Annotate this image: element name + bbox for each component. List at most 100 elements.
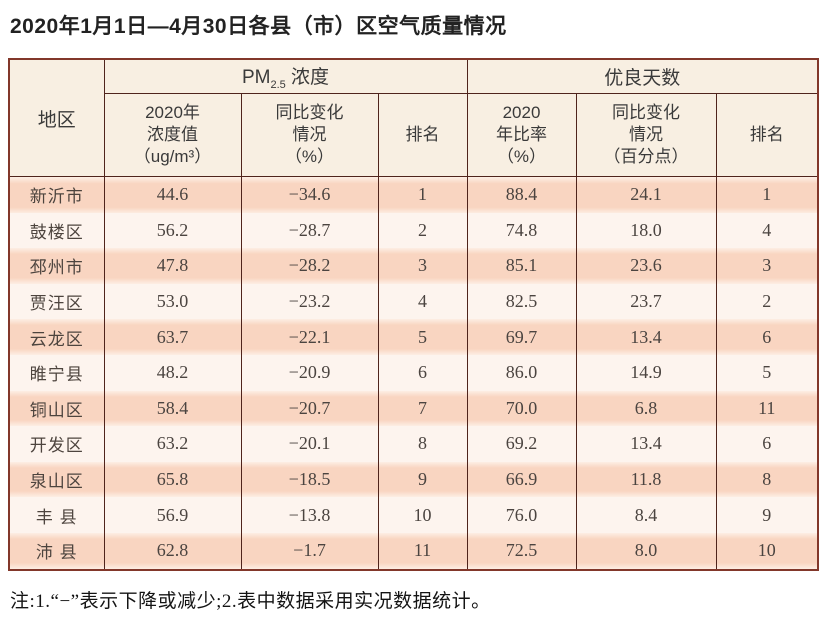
table-row: 邳州市 47.8 −28.2 3 85.1 23.6 3 bbox=[8, 248, 819, 284]
ratio-rank-cell: 6 bbox=[715, 426, 819, 462]
pm25-group-header: PM2.5 浓度 bbox=[103, 58, 468, 94]
ratio-rank-cell: 3 bbox=[715, 248, 819, 284]
pm-change-cell: −13.8 bbox=[240, 497, 379, 533]
air-quality-table: 地区 PM2.5 浓度 优良天数 2020年 浓度值 （ug/m³） 同比变化 … bbox=[8, 58, 820, 571]
ratio-change-cell: 8.4 bbox=[575, 497, 717, 533]
ratio-change-cell: 14.9 bbox=[575, 354, 717, 391]
region-cell: 丰 县 bbox=[8, 497, 105, 533]
pm-value-cell: 65.8 bbox=[103, 461, 242, 498]
footnote: 注:1.“−”表示下降或减少;2.表中数据采用实况数据统计。 bbox=[10, 590, 491, 612]
table-row: 鼓楼区 56.2 −28.7 2 74.8 18.0 4 bbox=[8, 212, 819, 249]
ratio-cell: 76.0 bbox=[466, 497, 577, 533]
ratio-cell: 69.7 bbox=[466, 319, 577, 355]
table-row: 丰 县 56.9 −13.8 10 76.0 8.4 9 bbox=[8, 497, 819, 533]
region-cell: 云龙区 bbox=[8, 319, 105, 355]
region-cell: 鼓楼区 bbox=[8, 212, 105, 249]
pm-change-cell: −34.6 bbox=[240, 176, 379, 213]
pm-rank-cell: 1 bbox=[377, 176, 468, 213]
ratio-cell: 69.2 bbox=[466, 426, 577, 462]
group-header-row: 地区 PM2.5 浓度 优良天数 bbox=[8, 58, 819, 177]
pm-rank-cell: 7 bbox=[377, 390, 468, 427]
pm-value-cell: 47.8 bbox=[103, 248, 242, 284]
ratio-cell: 74.8 bbox=[466, 212, 577, 249]
region-cell: 贾汪区 bbox=[8, 283, 105, 320]
table-row: 铜山区 58.4 −20.7 7 70.0 6.8 11 bbox=[8, 390, 819, 427]
page-title: 2020年1月1日—4月30日各县（市）区空气质量情况 bbox=[10, 15, 507, 38]
ratio-rank-cell: 6 bbox=[715, 319, 819, 355]
pm-value-cell: 44.6 bbox=[103, 176, 242, 213]
pm-rank-header: 排名 bbox=[377, 93, 468, 177]
pm-rank-cell: 3 bbox=[377, 248, 468, 284]
pm-change-cell: −22.1 bbox=[240, 319, 379, 355]
ratio-cell: 66.9 bbox=[466, 461, 577, 498]
table-row: 新沂市 44.6 −34.6 1 88.4 24.1 1 bbox=[8, 176, 819, 213]
region-cell: 铜山区 bbox=[8, 390, 105, 427]
ratio-rank-cell: 8 bbox=[715, 461, 819, 498]
ratio-cell: 82.5 bbox=[466, 283, 577, 320]
ratio-cell: 72.5 bbox=[466, 532, 577, 570]
ratio-change-cell: 11.8 bbox=[575, 461, 717, 498]
region-cell: 泉山区 bbox=[8, 461, 105, 498]
pm-value-cell: 63.2 bbox=[103, 426, 242, 462]
table-row: 云龙区 63.7 −22.1 5 69.7 13.4 6 bbox=[8, 319, 819, 355]
ratio-change-cell: 8.0 bbox=[575, 532, 717, 570]
ratio-change-cell: 23.7 bbox=[575, 283, 717, 320]
pm-rank-cell: 2 bbox=[377, 212, 468, 249]
ratio-rank-cell: 2 bbox=[715, 283, 819, 320]
pm-change-cell: −20.1 bbox=[240, 426, 379, 462]
pm-change-cell: −23.2 bbox=[240, 283, 379, 320]
pm-change-cell: −1.7 bbox=[240, 532, 379, 570]
pm-rank-cell: 5 bbox=[377, 319, 468, 355]
table-row: 泉山区 65.8 −18.5 9 66.9 11.8 8 bbox=[8, 461, 819, 498]
pm-rank-cell: 10 bbox=[377, 497, 468, 533]
ratio-change-cell: 23.6 bbox=[575, 248, 717, 284]
ratio-rank-cell: 10 bbox=[715, 532, 819, 570]
pm-value-header: 2020年 浓度值 （ug/m³） bbox=[103, 93, 242, 177]
ratio-change-cell: 18.0 bbox=[575, 212, 717, 249]
ratio-cell: 88.4 bbox=[466, 176, 577, 213]
ratio-rank-cell: 9 bbox=[715, 497, 819, 533]
pm-change-cell: −18.5 bbox=[240, 461, 379, 498]
pm-value-cell: 53.0 bbox=[103, 283, 242, 320]
table-row: 睢宁县 48.2 −20.9 6 86.0 14.9 5 bbox=[8, 354, 819, 391]
region-cell: 新沂市 bbox=[8, 176, 105, 213]
ratio-change-cell: 6.8 bbox=[575, 390, 717, 427]
region-cell: 开发区 bbox=[8, 426, 105, 462]
ratio-change-cell: 24.1 bbox=[575, 176, 717, 213]
pm-change-header: 同比变化 情况 （%） bbox=[240, 93, 379, 177]
table-body: 新沂市 44.6 −34.6 1 88.4 24.1 1 鼓楼区 56.2 −2… bbox=[8, 176, 819, 570]
ratio-change-header: 同比变化 情况 （百分点） bbox=[575, 93, 717, 177]
pm-rank-cell: 4 bbox=[377, 283, 468, 320]
ratio-rank-cell: 5 bbox=[715, 354, 819, 391]
pm-suffix: 浓度 bbox=[285, 67, 330, 89]
pm-value-cell: 63.7 bbox=[103, 319, 242, 355]
good-days-group-header: 优良天数 bbox=[466, 58, 819, 94]
pm-rank-cell: 8 bbox=[377, 426, 468, 462]
ratio-header: 2020 年比率 （%） bbox=[466, 93, 577, 177]
region-cell: 邳州市 bbox=[8, 248, 105, 284]
pm-value-cell: 56.2 bbox=[103, 212, 242, 249]
pm-rank-cell: 11 bbox=[377, 532, 468, 570]
ratio-change-cell: 13.4 bbox=[575, 426, 717, 462]
pm-value-cell: 48.2 bbox=[103, 354, 242, 391]
table-row: 贾汪区 53.0 −23.2 4 82.5 23.7 2 bbox=[8, 283, 819, 320]
ratio-rank-cell: 1 bbox=[715, 176, 819, 213]
table-row: 开发区 63.2 −20.1 8 69.2 13.4 6 bbox=[8, 426, 819, 462]
ratio-cell: 70.0 bbox=[466, 390, 577, 427]
pm-label: PM bbox=[241, 67, 271, 89]
table-row: 沛 县 62.8 −1.7 11 72.5 8.0 10 bbox=[8, 532, 819, 570]
table-header: 地区 PM2.5 浓度 优良天数 2020年 浓度值 （ug/m³） 同比变化 … bbox=[8, 58, 819, 177]
region-column-header: 地区 bbox=[8, 58, 105, 177]
pm-change-cell: −28.2 bbox=[240, 248, 379, 284]
ratio-cell: 86.0 bbox=[466, 354, 577, 391]
pm-rank-cell: 9 bbox=[377, 461, 468, 498]
sub-header-row: 2020年 浓度值 （ug/m³） 同比变化 情况 （%） 排名 2020 年比… bbox=[9, 93, 819, 177]
pm-rank-cell: 6 bbox=[377, 354, 468, 391]
ratio-rank-header: 排名 bbox=[715, 93, 819, 177]
ratio-change-cell: 13.4 bbox=[575, 319, 717, 355]
pm-change-cell: −20.9 bbox=[240, 354, 379, 391]
pm-value-cell: 56.9 bbox=[103, 497, 242, 533]
ratio-rank-cell: 4 bbox=[715, 212, 819, 249]
pm-subscript: 2.5 bbox=[270, 78, 286, 91]
